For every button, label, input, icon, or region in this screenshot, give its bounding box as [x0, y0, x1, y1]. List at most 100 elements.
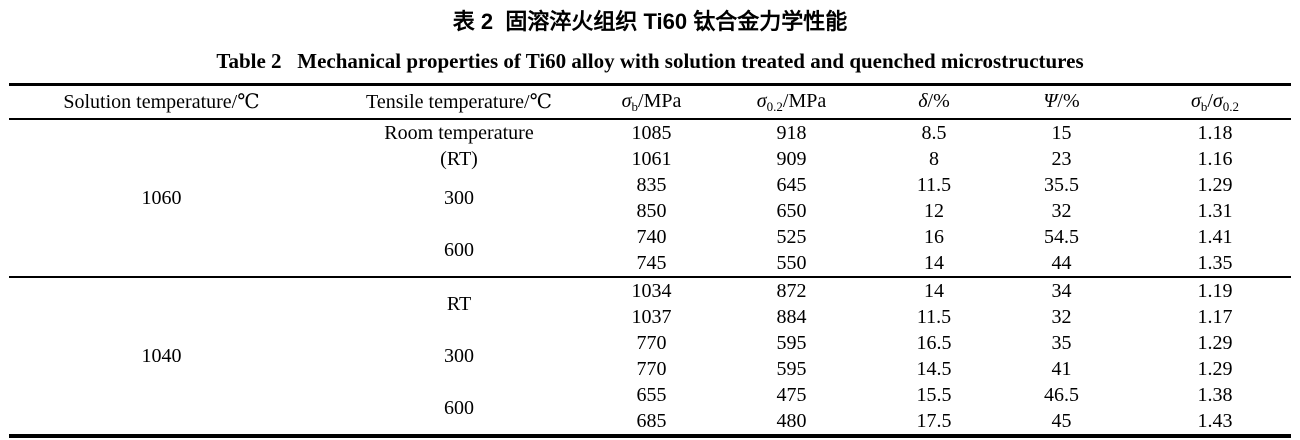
- cell-tensile-temperature: 600: [444, 396, 474, 419]
- cell-tensile-strength: 1034: [604, 275, 699, 304]
- col-header-yield-strength: σ0.2/MPa: [699, 84, 884, 120]
- cell-reduction-of-area: 35: [1051, 331, 1072, 354]
- sigma-symbol: σ: [621, 90, 632, 113]
- cell-tensile-temperature: 600: [444, 238, 474, 261]
- cell-solution-temperature: 1060: [141, 186, 182, 209]
- cell-reduction-of-area: 45: [1051, 409, 1072, 432]
- cell-tensile-strength: 770: [636, 357, 667, 380]
- cell-yield-strength: 884: [776, 305, 807, 328]
- cell-elongation: 15.5: [916, 383, 952, 406]
- table-caption-english: Table 2 Mechanical properties of Ti60 al…: [216, 49, 1084, 73]
- table-row: 850 650 12 32 1.31: [9, 198, 1291, 224]
- cell-tensile-strength: 850: [636, 199, 667, 222]
- divider-slash: /: [1207, 90, 1213, 113]
- sigma-symbol: σ: [1212, 90, 1223, 113]
- cell-elongation: 11.5: [916, 173, 952, 196]
- col-header-reduction-of-area: Ψ/%: [984, 84, 1139, 120]
- cell-tensile-strength: 1037: [631, 305, 672, 328]
- col-header-tensile-temperature: Tensile temperature/℃: [314, 84, 604, 120]
- table-row: 1060 Room temperature (RT) 1085 918 8.5 …: [9, 119, 1291, 209]
- cell-strength-ratio: 1.31: [1197, 199, 1233, 222]
- cell-tensile-strength: 1085: [631, 121, 672, 144]
- cell-elongation: 14: [924, 251, 944, 274]
- table-row: 745 550 14 44 1.35: [9, 250, 1291, 277]
- cell-strength-ratio: 1.29: [1197, 357, 1233, 380]
- mechanical-properties-table: Solution temperature/℃ Tensile temperatu…: [9, 83, 1291, 438]
- cell-yield-strength: 918: [776, 121, 807, 144]
- cell-yield-strength: 595: [776, 331, 807, 354]
- cell-reduction-of-area: 23: [1051, 147, 1072, 170]
- cell-tensile-temperature: 300: [444, 344, 474, 367]
- table-row: 300 835 645 11.5 35.5 1.29: [9, 172, 1291, 209]
- cell-reduction-of-area: 54.5: [1044, 225, 1079, 248]
- cell-strength-ratio: 1.38: [1197, 383, 1233, 406]
- col-header-tensile-strength: σb/MPa: [604, 84, 699, 120]
- cell-strength-ratio: 1.43: [1197, 409, 1233, 432]
- col-header-solution-temperature: Solution temperature/℃: [9, 84, 314, 120]
- cell-yield-strength: 645: [776, 173, 807, 196]
- cell-strength-ratio: 1.35: [1197, 251, 1233, 274]
- table-caption-chinese: 表 2 固溶淬火组织 Ti60 钛合金力学性能: [452, 9, 848, 34]
- cell-elongation: 14.5: [916, 357, 952, 380]
- cell-strength-ratio: 1.41: [1197, 225, 1233, 248]
- cell-elongation: 8.5: [921, 121, 947, 144]
- cell-yield-strength: 909: [776, 147, 807, 170]
- table-row: 300 770 595 16.5 35 1.29: [9, 330, 1291, 367]
- cell-strength-ratio: 1.29: [1197, 173, 1233, 196]
- cell-strength-ratio: 1.18: [1197, 121, 1233, 144]
- cell-yield-strength: 872: [699, 275, 884, 304]
- cell-strength-ratio: 1.29: [1197, 331, 1233, 354]
- sigma-symbol: σ: [1190, 90, 1201, 113]
- unit-label: /%: [927, 90, 950, 113]
- cell-tensile-strength: 835: [636, 173, 667, 196]
- cell-tensile-strength: 740: [636, 225, 667, 248]
- cell-tensile-temperature: 300: [444, 186, 474, 209]
- cell-tensile-strength: 770: [636, 331, 667, 354]
- unit-label: /MPa: [782, 90, 827, 113]
- cell-yield-strength: 525: [776, 225, 807, 248]
- cell-elongation: 8: [929, 147, 939, 170]
- cell-tensile-temperature: RT: [314, 275, 604, 330]
- cell-elongation: 16: [924, 225, 944, 248]
- cell-reduction-of-area: 35.5: [1044, 173, 1079, 196]
- cell-solution-temperature: 1040: [9, 275, 314, 436]
- tensile-temp-line2: (RT): [440, 147, 478, 170]
- cell-tensile-strength: 1061: [631, 147, 672, 170]
- cell-elongation: 17.5: [916, 409, 952, 432]
- tensile-temp-line1: Room temperature: [384, 121, 534, 144]
- cell-elongation: 16.5: [916, 331, 952, 354]
- table-row: 1061 909 8 23 1.16: [9, 146, 1291, 172]
- cell-elongation: 12: [924, 199, 944, 222]
- table-row: 600 655 475 15.5 46.5 1.38: [9, 382, 1291, 419]
- cell-tensile-strength: 745: [636, 251, 667, 274]
- cell-elongation: 11.5: [916, 305, 952, 328]
- sigma-b-subscript: b: [631, 99, 639, 115]
- cell-reduction-of-area: 46.5: [1044, 383, 1079, 406]
- table-row: 1040 RT 1034 872 14 34 1.19: [9, 275, 1291, 436]
- cell-tensile-strength: 655: [636, 383, 667, 406]
- table-row: 685 480 17.5 45 1.43: [9, 408, 1291, 436]
- header-row: Solution temperature/℃ Tensile temperatu…: [9, 84, 1291, 120]
- unit-label: /MPa: [638, 90, 682, 113]
- cell-strength-ratio: 1.17: [1197, 305, 1233, 328]
- cell-strength-ratio: 1.19: [1139, 275, 1291, 304]
- psi-symbol: Ψ: [1043, 90, 1058, 113]
- cell-reduction-of-area: 41: [1051, 357, 1072, 380]
- table-row: 770 595 14.5 41 1.29: [9, 356, 1291, 382]
- cell-yield-strength: 475: [776, 383, 807, 406]
- sigma-02-subscript: 0.2: [1222, 99, 1240, 115]
- delta-symbol: δ: [918, 90, 928, 113]
- cell-reduction-of-area: 15: [1051, 121, 1072, 144]
- cell-tensile-temperature: Room temperature (RT): [314, 119, 604, 172]
- sigma-symbol: σ: [756, 90, 767, 113]
- cell-reduction-of-area: 32: [1051, 199, 1072, 222]
- table-row: 1037 884 11.5 32 1.17: [9, 304, 1291, 330]
- cell-reduction-of-area: 44: [1051, 251, 1072, 274]
- cell-yield-strength: 550: [776, 251, 807, 274]
- cell-yield-strength: 480: [776, 409, 807, 432]
- cell-reduction-of-area: 32: [1051, 305, 1072, 328]
- unit-label: /%: [1057, 90, 1080, 113]
- cell-yield-strength: 650: [776, 199, 807, 222]
- col-header-elongation: δ/%: [884, 84, 984, 120]
